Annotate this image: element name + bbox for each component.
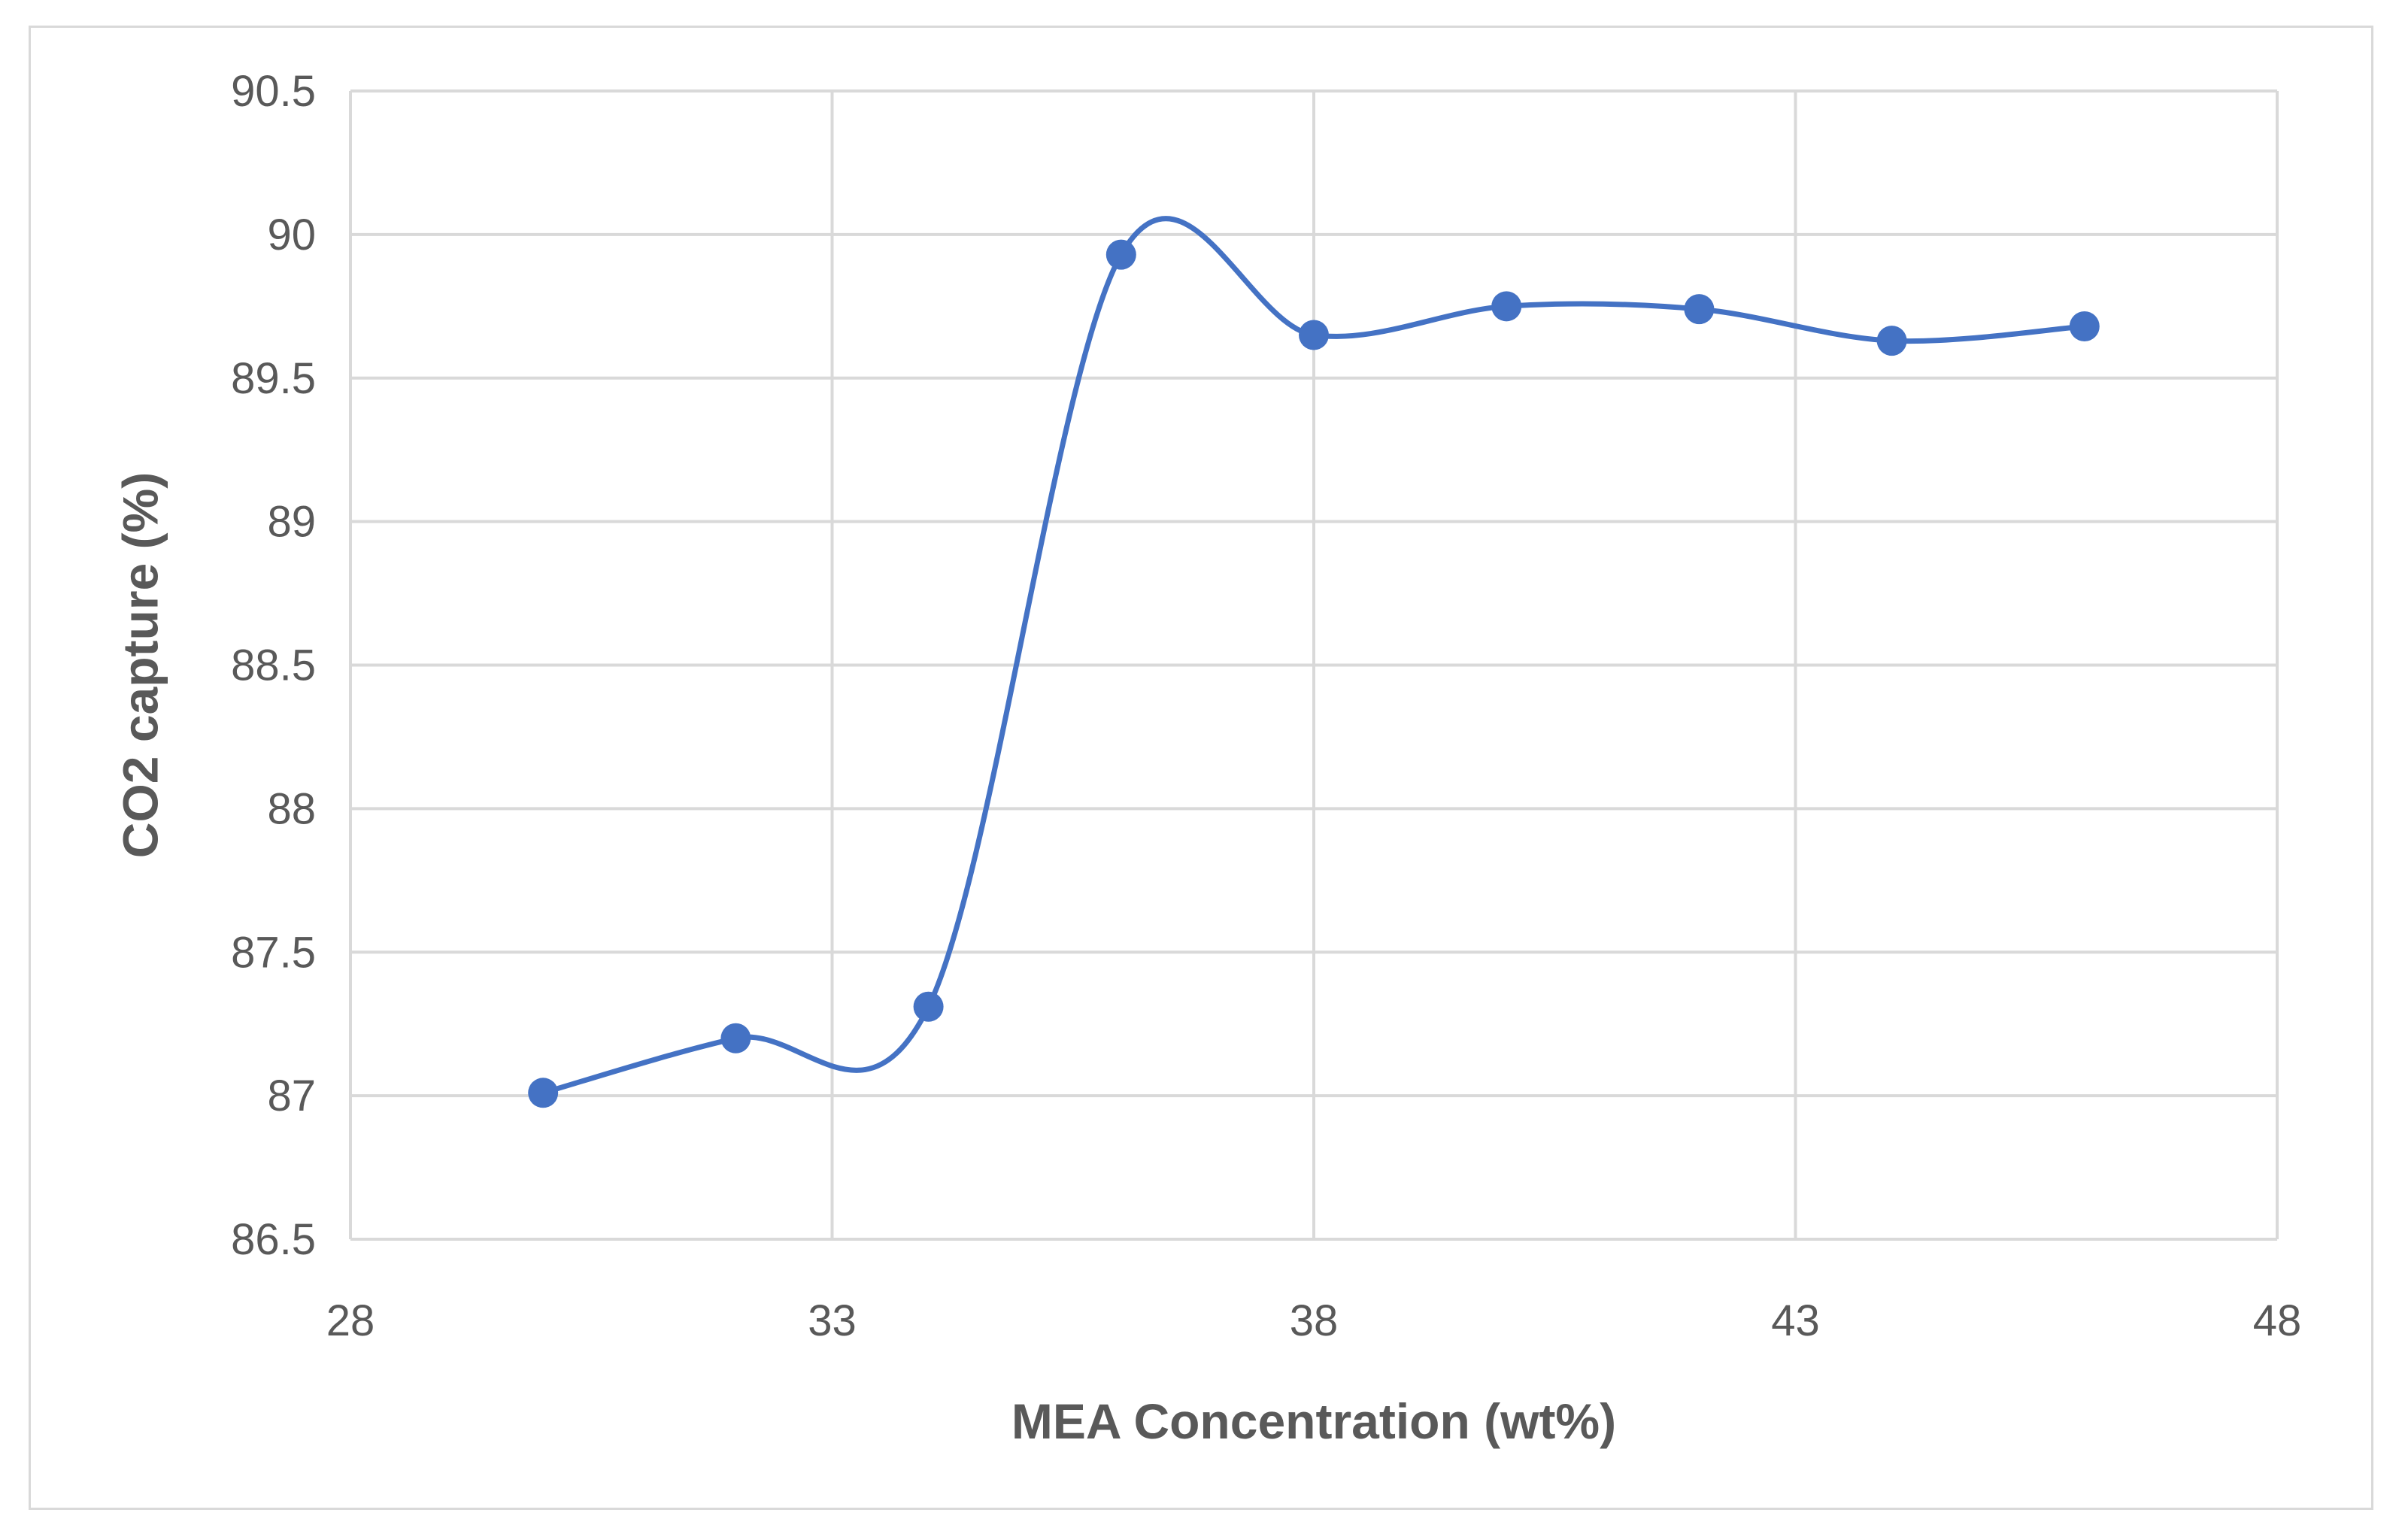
y-tick-label: 89.5	[231, 354, 316, 403]
y-tick-label: 88	[267, 784, 316, 833]
x-tick-label: 33	[808, 1296, 857, 1345]
x-axis-title: MEA Concentration (wt%)	[1011, 1393, 1616, 1449]
y-tick-label: 89	[267, 498, 316, 547]
y-tick-label: 90.5	[231, 67, 316, 116]
x-tick-label: 48	[2253, 1296, 2302, 1345]
data-point	[720, 1023, 751, 1053]
data-point	[2069, 311, 2100, 342]
data-point	[1876, 326, 1907, 356]
series-layer	[528, 216, 2100, 1108]
y-axis-title: CO2 capture (%)	[112, 472, 168, 858]
y-tick-label: 87.5	[231, 928, 316, 977]
tick-labels: 86.5 87 87.5 88 88.5 89 89.5 90 90.5 28 33 38 43 48	[231, 67, 2301, 1345]
x-tick-label: 28	[326, 1296, 375, 1345]
y-tick-label: 90	[267, 211, 316, 259]
chart-frame	[29, 26, 2373, 1510]
data-point	[1105, 239, 1136, 270]
grid-lines	[349, 89, 2279, 1241]
data-point	[1684, 294, 1715, 325]
y-tick-label: 88.5	[231, 641, 316, 690]
x-tick-label: 38	[1290, 1296, 1339, 1345]
data-point	[1491, 291, 1522, 322]
data-point	[913, 991, 944, 1022]
y-tick-label: 86.5	[231, 1215, 316, 1264]
data-point	[1299, 320, 1329, 350]
y-tick-label: 87	[267, 1072, 316, 1120]
data-point	[528, 1078, 559, 1108]
x-tick-label: 43	[1771, 1296, 1820, 1345]
series-line	[540, 216, 2088, 1096]
